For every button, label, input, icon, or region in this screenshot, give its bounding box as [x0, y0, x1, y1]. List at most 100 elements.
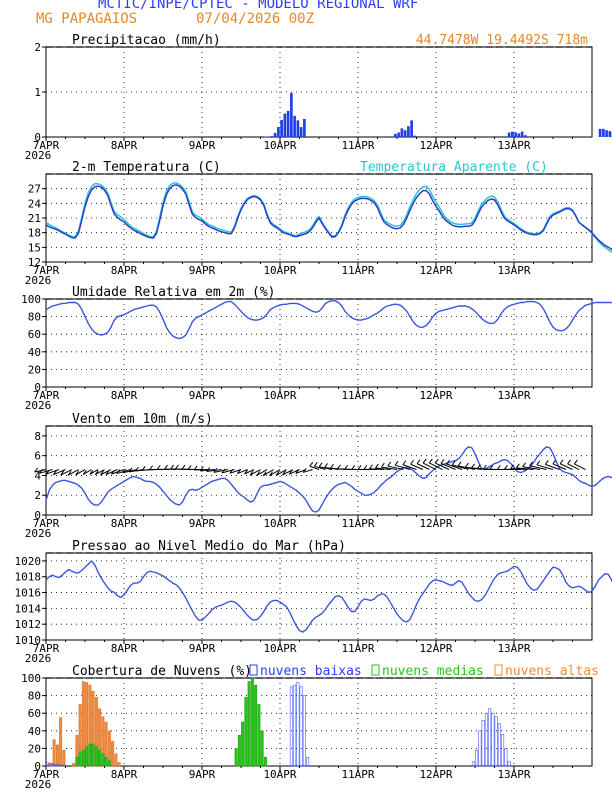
legend-label: nuvens medias	[382, 664, 484, 679]
wind-barb-flag	[559, 459, 564, 464]
wind-barb	[545, 463, 560, 470]
y-tick-label: 100	[21, 672, 41, 685]
precip-bar	[273, 132, 277, 137]
wind-barb-flag	[330, 463, 334, 469]
wind-barb	[435, 462, 450, 470]
wind-barb-flag	[489, 465, 494, 470]
panel-title: Pressao ao Nivel Medio do Mar (hPa)	[72, 539, 346, 554]
x-tick-label: 11APR	[341, 517, 374, 530]
y-tick-label: 12	[28, 256, 41, 269]
cloud-mid-bar	[237, 734, 241, 767]
x-tick-label: 13APR	[497, 389, 530, 402]
wind-barb-flag	[39, 468, 44, 474]
cloud-low-bar	[471, 761, 475, 767]
cloud-mid-bar	[254, 684, 258, 767]
wind-barb-flag	[199, 466, 204, 472]
precip-bar	[413, 135, 417, 137]
legend-swatch	[494, 664, 503, 676]
wind-barb-flag	[213, 468, 218, 473]
wind-barb-flag	[544, 460, 549, 465]
legend-apparent-temperature: Temperatura Aparente (C)	[360, 160, 548, 175]
cloud-low-bar	[494, 716, 498, 767]
wind-barb-flag	[446, 459, 450, 465]
precip-bar	[397, 132, 400, 137]
x-tick-label: 11APR	[341, 389, 374, 402]
wind-barb-flag	[60, 470, 65, 476]
x-year-label: 2026	[25, 399, 52, 412]
precip-bar	[280, 119, 283, 137]
wind-barb-flag	[434, 458, 439, 464]
x-tick-label: 8APR	[111, 517, 138, 530]
y-tick-label: 24	[28, 197, 42, 210]
precip-bar	[514, 132, 517, 137]
precip-bar	[517, 133, 521, 137]
precip-bar	[270, 136, 274, 137]
cloud-mid-bar	[107, 760, 111, 767]
wind-barb-flag	[573, 459, 578, 465]
wind-barb-flag	[244, 469, 248, 475]
x-tick-label: 9APR	[189, 768, 216, 781]
legend-swatch	[249, 664, 258, 676]
wind-barb	[319, 466, 333, 470]
cloud-low-bar	[59, 764, 63, 767]
wind-barb	[452, 464, 469, 470]
panel-title: Precipitacao (mm/h)	[72, 33, 221, 48]
wind-barb	[60, 469, 73, 476]
wind-barb-flag	[440, 459, 445, 464]
precip-bar	[602, 128, 605, 137]
wind-barb-flag	[256, 471, 261, 476]
x-year-label: 2026	[25, 527, 52, 540]
wind-barb-flag	[67, 470, 72, 476]
cloud-low-bar	[49, 763, 53, 767]
x-tick-label: 10APR	[263, 768, 296, 781]
x-tick-label: 11APR	[341, 642, 374, 655]
x-tick-label: 7APR	[33, 642, 60, 655]
y-tick-label: 1018	[15, 571, 42, 584]
cloud-low-bar	[299, 686, 303, 767]
wind-barb	[522, 466, 541, 471]
panel-title: 2-m Temperatura (C)	[72, 160, 221, 175]
cloud-mid-bar	[81, 749, 85, 767]
precip-bar	[608, 131, 612, 137]
cloud-high-bar	[62, 749, 66, 767]
y-tick-label: 1010	[15, 634, 42, 647]
cloud-mid-bar	[257, 704, 261, 767]
wind-barb	[394, 464, 411, 470]
wind-barb-flag	[318, 462, 323, 468]
y-tick-label: 60	[28, 328, 41, 341]
wind-barb-flag	[416, 459, 421, 464]
wind-barb-flag	[295, 469, 300, 474]
wind-barb-flag	[510, 464, 515, 469]
x-tick-label: 10APR	[263, 389, 296, 402]
y-tick-label: 1016	[15, 587, 42, 600]
y-tick-label: 100	[21, 293, 41, 306]
cloud-low-bar	[478, 730, 482, 767]
wind-barb	[275, 469, 287, 476]
wind-barb-flag	[237, 469, 241, 474]
y-tick-label: 80	[28, 311, 41, 324]
x-tick-label: 7APR	[33, 389, 60, 402]
panel-title: Umidade Relativa em 2m (%)	[72, 285, 276, 300]
wind-barb-flag	[269, 471, 273, 477]
x-tick-label: 10APR	[263, 139, 296, 152]
cloud-low-bar	[296, 682, 300, 767]
precip-bar	[524, 135, 527, 137]
y-tick-label: 20	[28, 363, 41, 376]
y-tick-label: 18	[28, 227, 41, 240]
wind-barb-flag	[344, 464, 349, 470]
legend-swatch	[371, 664, 380, 676]
cloud-mid-bar	[260, 730, 264, 767]
wind-barb	[39, 469, 53, 474]
y-tick-label: 1	[34, 86, 41, 99]
wind-barb-flag	[351, 465, 356, 470]
wind-barb-flag	[402, 460, 407, 465]
wind-barb-flag	[82, 470, 87, 475]
wind-barb	[422, 462, 437, 470]
x-tick-label: 10APR	[263, 517, 296, 530]
x-year-label: 2026	[25, 652, 52, 665]
chart-header-title: MCTIC/INPE/CPTEC - MODELO REGIONAL WRF	[98, 0, 419, 12]
cloud-low-bar	[497, 723, 501, 767]
cloud-low-bar	[475, 749, 479, 767]
wind-barb-flag	[422, 458, 427, 464]
precip-bar	[286, 110, 290, 137]
